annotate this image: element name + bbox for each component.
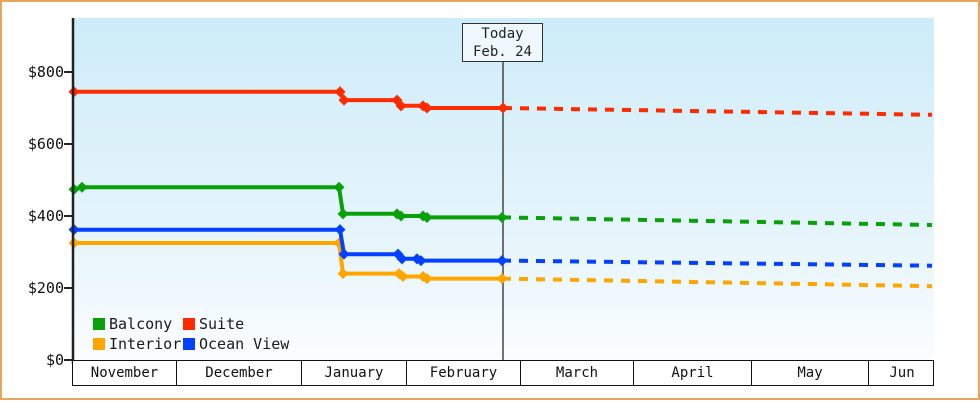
series-marker-balcony	[496, 211, 508, 223]
series-marker-suite	[497, 102, 509, 114]
today-label: Today	[481, 25, 524, 42]
series-marker-ocean-view	[496, 255, 508, 267]
series-projection-interior	[501, 276, 933, 289]
today-marker-box: Today Feb. 24	[462, 23, 543, 62]
legend-swatch-icon	[183, 318, 195, 330]
series-marker-interior	[337, 268, 349, 280]
legend-swatch-icon	[183, 338, 195, 350]
month-cell-jun: Jun	[868, 361, 935, 385]
y-axis-label: $800	[27, 63, 64, 81]
series-marker-balcony	[337, 208, 349, 220]
legend: Balcony Suite Interior Ocean View	[93, 314, 289, 354]
series-marker-ocean-view	[334, 224, 346, 236]
series-marker-interior	[496, 273, 508, 285]
series-marker-suite	[338, 94, 350, 106]
series-marker-ocean-view	[396, 253, 408, 265]
x-axis-month-table: November December January February March Apri…	[72, 360, 934, 386]
y-axis-label: $0	[45, 351, 64, 369]
month-cell-december: December	[176, 361, 301, 385]
legend-label: Interior	[109, 335, 182, 353]
y-axis-label: $400	[27, 207, 64, 225]
series-marker-balcony	[421, 211, 433, 223]
today-date: Feb. 24	[472, 43, 532, 60]
month-cell-november: November	[90, 365, 159, 381]
legend-item-balcony: Balcony	[93, 315, 183, 333]
series-marker-balcony	[76, 181, 88, 193]
series-projection-balcony	[501, 215, 933, 227]
series-marker-balcony	[333, 181, 345, 193]
month-cell-february: February	[406, 361, 520, 385]
legend-swatch-icon	[93, 318, 105, 330]
legend-label: Ocean View	[199, 335, 290, 353]
legend-label: Suite	[199, 315, 245, 333]
month-cell-january: January	[301, 361, 406, 385]
series-marker-ocean-view	[415, 255, 427, 267]
legend-item-interior: Interior	[93, 335, 183, 353]
month-cell-april: April	[633, 361, 751, 385]
series-marker-suite	[395, 100, 407, 112]
month-cell-may: May	[751, 361, 868, 385]
series-marker-interior	[397, 270, 409, 282]
series-projection-ocean-view	[501, 258, 933, 268]
series-projection-suite	[502, 106, 933, 117]
legend-swatch-icon	[93, 338, 105, 350]
series-marker-suite	[334, 86, 346, 98]
month-cell-march: March	[520, 361, 633, 385]
legend-item-suite: Suite	[183, 315, 289, 333]
series-marker-suite	[421, 102, 433, 114]
legend-label: Balcony	[109, 315, 173, 333]
series-marker-ocean-view	[338, 248, 350, 260]
series-marker-balcony	[395, 210, 407, 222]
y-axis-label: $200	[27, 279, 64, 297]
legend-item-ocean-view: Ocean View	[183, 335, 289, 353]
y-axis-label: $600	[27, 135, 64, 153]
series-marker-interior	[421, 273, 433, 285]
